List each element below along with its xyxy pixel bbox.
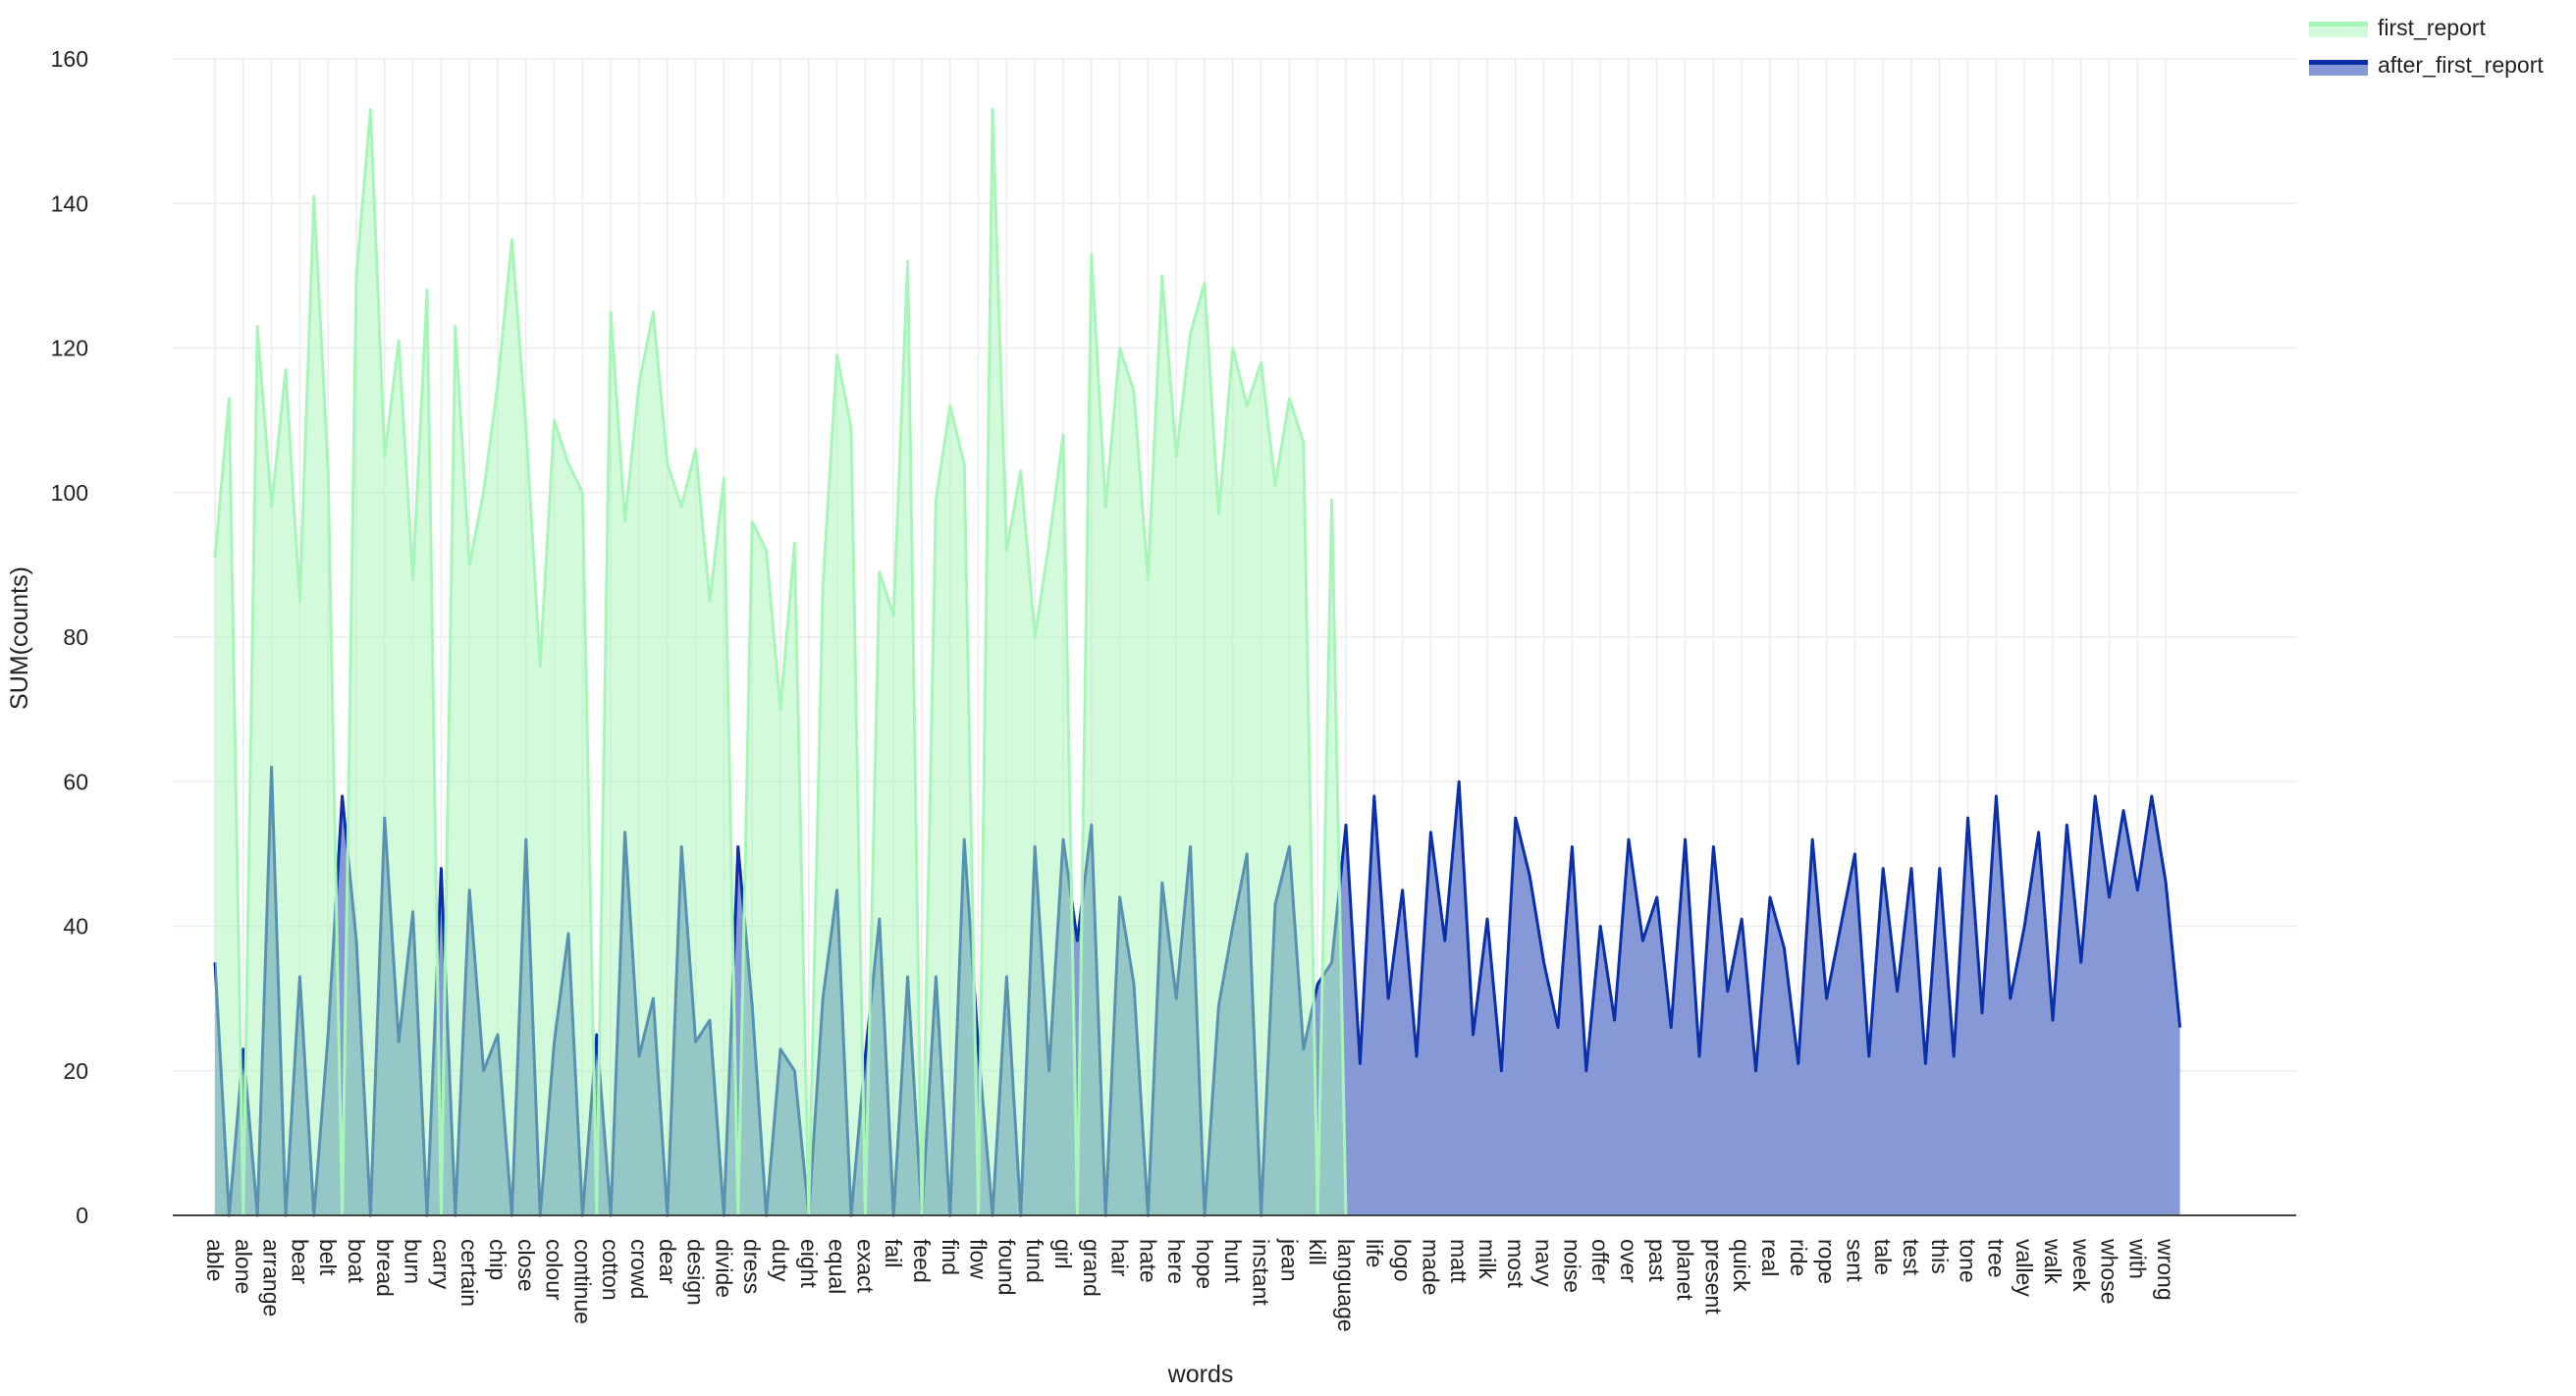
y-tick-label: 40	[63, 914, 88, 940]
y-tick-label: 60	[63, 769, 88, 794]
x-tick-label: arrange	[259, 1239, 285, 1316]
x-tick-label: find	[938, 1239, 963, 1275]
y-tick-label: 80	[63, 624, 88, 650]
x-tick-label: fund	[1022, 1239, 1047, 1283]
x-tick-label: tale	[1870, 1239, 1896, 1275]
legend-label-first-report: first_report	[2378, 15, 2487, 40]
x-tick-label: grand	[1079, 1239, 1104, 1297]
x-tick-label: colour	[542, 1239, 567, 1301]
x-tick-label: planet	[1673, 1239, 1698, 1301]
x-tick-label: hunt	[1220, 1239, 1246, 1283]
x-tick-label: flow	[966, 1239, 992, 1279]
x-tick-label: instant	[1249, 1239, 1274, 1306]
x-tick-label: test	[1899, 1239, 1924, 1276]
x-tick-label: found	[993, 1239, 1019, 1296]
x-tick-label: hope	[1192, 1239, 1217, 1289]
x-tick-label: feed	[909, 1239, 935, 1283]
legend: first_report after_first_report	[2309, 15, 2544, 78]
x-tick-label: design	[683, 1239, 709, 1306]
x-tick-label: hate	[1135, 1239, 1160, 1283]
y-tick-label: 160	[51, 46, 88, 72]
x-tick-label: able	[202, 1239, 228, 1281]
x-tick-label: cotton	[598, 1239, 623, 1301]
series-first-report	[213, 108, 1348, 1217]
x-tick-label: rope	[1814, 1239, 1840, 1284]
y-axis-ticks: 0 20 40 60 80 100 120 140 160	[51, 46, 88, 1228]
x-tick-label: crowd	[626, 1239, 652, 1299]
x-tick-label: equal	[825, 1239, 850, 1294]
x-tick-label: most	[1503, 1239, 1529, 1288]
legend-label-after-first-report: after_first_report	[2378, 52, 2544, 78]
x-tick-label: week	[2068, 1238, 2094, 1292]
x-tick-label: close	[513, 1239, 539, 1292]
x-tick-label: tone	[1956, 1239, 1981, 1283]
x-tick-label: whose	[2097, 1238, 2122, 1304]
x-tick-label: matt	[1446, 1239, 1472, 1283]
y-tick-label: 20	[63, 1058, 88, 1084]
x-tick-label: divide	[711, 1239, 736, 1298]
legend-line-after-first-report	[2309, 60, 2368, 65]
y-tick-label: 100	[51, 480, 88, 506]
x-tick-label: this	[1927, 1239, 1953, 1274]
x-tick-label: jean	[1276, 1238, 1302, 1281]
x-tick-label: hair	[1107, 1239, 1133, 1277]
x-tick-label: sent	[1842, 1239, 1867, 1282]
x-axis-label: words	[1167, 1361, 1234, 1388]
legend-item-first-report[interactable]: first_report	[2309, 15, 2487, 40]
line-first-report	[213, 108, 1348, 1217]
x-tick-label: life	[1362, 1239, 1387, 1267]
x-tick-label: boat	[344, 1239, 369, 1283]
x-tick-label: real	[1757, 1239, 1783, 1276]
y-tick-label: 120	[51, 336, 88, 361]
y-axis-label: SUM(counts)	[6, 566, 33, 710]
x-tick-label: dear	[655, 1239, 680, 1284]
x-tick-label: tree	[1983, 1239, 2009, 1278]
x-tick-label: kill	[1305, 1239, 1330, 1265]
x-tick-label: girl	[1050, 1239, 1076, 1269]
legend-line-first-report	[2309, 22, 2368, 27]
x-tick-label: burn	[401, 1239, 426, 1284]
x-tick-label: alone	[231, 1239, 256, 1294]
x-tick-label: noise	[1559, 1239, 1584, 1293]
x-tick-label: past	[1644, 1239, 1670, 1282]
x-tick-label: navy	[1531, 1239, 1557, 1287]
x-tick-label: eight	[796, 1239, 822, 1288]
y-tick-label: 140	[51, 190, 88, 216]
legend-item-after-first-report[interactable]: after_first_report	[2309, 52, 2544, 78]
x-tick-label: continue	[569, 1239, 595, 1324]
x-tick-label: bread	[372, 1239, 398, 1297]
x-axis-ticks: able alone arrange bear belt boat bread burn car…	[202, 1238, 2178, 1332]
x-tick-label: over	[1616, 1239, 1641, 1283]
x-tick-label: present	[1700, 1239, 1726, 1315]
x-tick-label: bear	[287, 1239, 312, 1284]
x-tick-label: quick	[1729, 1239, 1754, 1292]
x-tick-label: made	[1418, 1239, 1443, 1296]
x-tick-label: language	[1333, 1239, 1359, 1332]
x-tick-label: logo	[1390, 1239, 1416, 1281]
x-tick-label: dress	[739, 1239, 765, 1294]
x-tick-label: offer	[1587, 1239, 1613, 1284]
series-layer	[213, 108, 2182, 1217]
x-tick-label: milk	[1475, 1239, 1500, 1279]
x-tick-label: ride	[1786, 1239, 1811, 1276]
x-tick-label: valley	[2012, 1239, 2037, 1297]
x-tick-label: duty	[768, 1239, 793, 1282]
x-tick-label: certain	[456, 1239, 482, 1307]
x-tick-label: belt	[315, 1239, 341, 1276]
x-tick-label: fail	[881, 1239, 906, 1267]
x-tick-label: exact	[852, 1239, 878, 1294]
x-tick-label: carry	[428, 1239, 454, 1290]
y-tick-label: 0	[76, 1203, 88, 1228]
x-tick-label: chip	[485, 1239, 510, 1280]
x-tick-label: walk	[2040, 1238, 2066, 1285]
x-tick-label: with	[2124, 1238, 2150, 1279]
x-tick-label: wrong	[2153, 1238, 2178, 1301]
x-tick-label: here	[1163, 1239, 1189, 1284]
